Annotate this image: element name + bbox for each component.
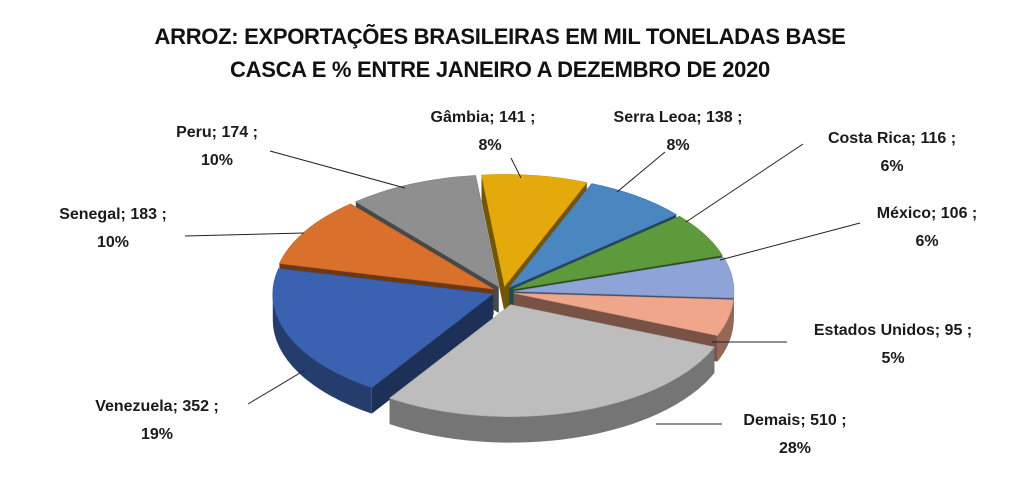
data-label-percent-peru: 10% (201, 152, 233, 169)
leader-line-senegal (184, 232, 305, 237)
pie-slice-top-costa-rica (512, 215, 723, 290)
pie-slice-top-peru (355, 175, 500, 288)
leader-line-serra-leoa (616, 151, 666, 193)
pie-slice-top-g-mbia (481, 174, 588, 288)
data-label-venezuela: Venezuela; 352 ; (95, 398, 219, 415)
pie-slice-top-estados-unidos (513, 292, 734, 336)
data-label-serra-leoa: Serra Leoa; 138 ; (614, 109, 743, 126)
pie-slice-top-demais (389, 304, 715, 417)
data-label-percent-estados-unidos: 5% (881, 350, 904, 367)
leader-line-m-xico (719, 222, 861, 261)
pie-slice-top-serra-leoa (509, 183, 677, 288)
data-label-percent-senegal: 10% (97, 234, 129, 251)
data-label-peru: Peru; 174 ; (176, 124, 258, 141)
chart-title: ARROZ: EXPORTAÇÕES BRASILEIRAS EM MIL TO… (0, 20, 1000, 86)
chart-title-line-1: ARROZ: EXPORTAÇÕES BRASILEIRAS EM MIL TO… (154, 24, 846, 49)
data-label-percent-demais: 28% (779, 440, 811, 457)
data-label-g-mbia: Gâmbia; 141 ; (431, 109, 536, 126)
data-label-estados-unidos: Estados Unidos; 95 ; (814, 322, 972, 339)
chart-title-line-2: CASCA E % ENTRE JANEIRO A DEZEMBRO DE 20… (230, 57, 770, 82)
leader-line-peru (269, 150, 406, 189)
data-label-senegal: Senegal; 183 ; (59, 206, 167, 223)
leader-line-g-mbia (510, 157, 522, 179)
data-label-demais: Demais; 510 ; (743, 412, 846, 429)
pie-labels: Gâmbia; 141 ; 8% Serra Leoa; 138 ; 8% Costa … (59, 109, 977, 457)
leader-line-venezuela (247, 369, 306, 405)
leader-line-costa-rica (685, 143, 804, 223)
data-label-percent-g-mbia: 8% (478, 137, 501, 154)
pie-top-layer (272, 174, 735, 417)
data-label-percent-m-xico: 6% (915, 233, 938, 250)
data-label-percent-venezuela: 19% (141, 426, 173, 443)
data-label-m-xico: México; 106 ; (877, 205, 977, 222)
data-label-costa-rica: Costa Rica; 116 ; (828, 130, 956, 147)
data-label-percent-serra-leoa: 8% (666, 137, 689, 154)
data-label-percent-costa-rica: 6% (880, 158, 903, 175)
pie-slice-top-venezuela (272, 268, 494, 388)
pie-slice-top-m-xico (513, 257, 735, 299)
pie-slice-top-senegal (278, 203, 494, 290)
